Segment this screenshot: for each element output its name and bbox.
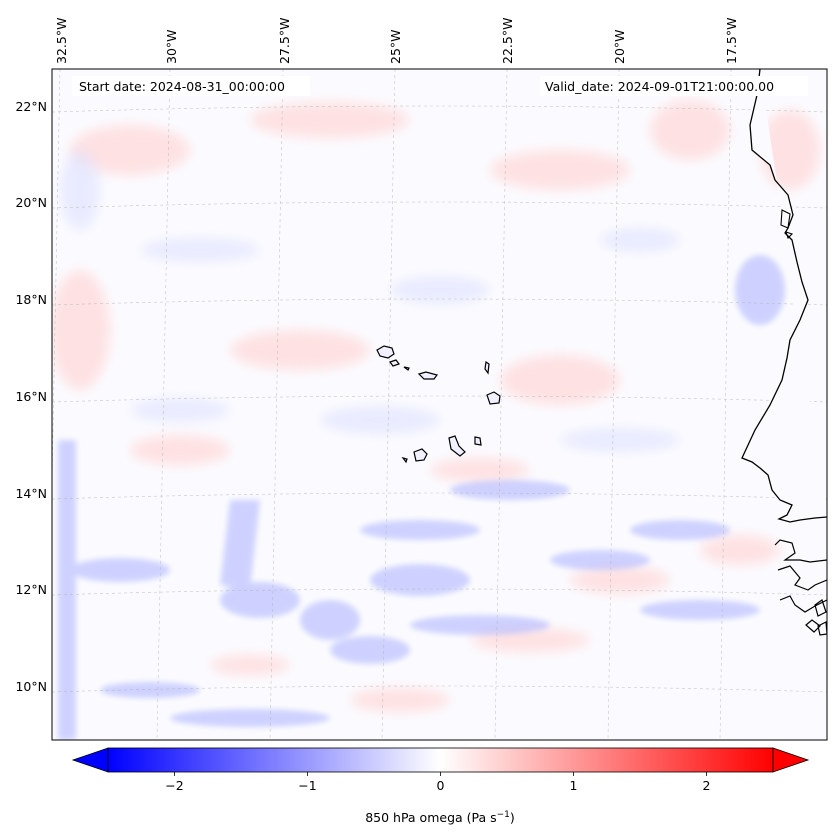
colorbar-tick-label: −2 [165,778,183,793]
lat-label: 18°N [15,292,47,307]
colorbar-tick-label: 0 [437,778,445,793]
valid-date-box [540,76,808,96]
lon-label: 22.5°W [500,18,515,64]
colorbar-label-text: 850 hPa omega (Pa s [365,810,496,825]
colorbar-tick-label: 1 [570,778,578,793]
longitude-labels: 32.5°W 30°W 27.5°W 25°W 22.5°W 20°W 17.5… [54,18,739,64]
lat-label: 22°N [15,99,47,114]
lat-label: 12°N [15,582,47,597]
omega-faint-blue-patches [60,150,680,452]
colorbar-tick-label: −1 [298,778,316,793]
lat-label: 10°N [15,679,47,694]
start-date-label: Start date: 2024-08-31_00:00:00 [79,79,285,94]
latitude-labels: 22°N 20°N 18°N 16°N 14°N 12°N 10°N [15,99,47,694]
map-panel: Start date: 2024-08-31_00:00:00 Valid_da… [52,69,827,740]
lon-label: 17.5°W [724,18,739,64]
colorbar-label-close: ) [510,810,515,825]
colorbar-body [107,747,774,773]
west-africa-coastline [741,69,827,636]
map-frame [51,68,828,741]
start-date-box [72,76,310,96]
omega-positive-patches [52,100,820,712]
valid-date-label: Valid_date: 2024-09-01T21:00:00.00 [545,79,774,94]
lon-label: 30°W [164,29,179,64]
cape-verde-islands [376,345,501,464]
lon-label: 27.5°W [277,18,292,64]
lon-label: 25°W [388,29,403,64]
colorbar-extend-min [71,747,109,773]
lon-label: 32.5°W [54,18,69,64]
lat-label: 16°N [15,389,47,404]
colorbar: −2 −1 0 1 2 850 hPa omega (Pa s−1) [71,747,810,825]
omega-negative-patches [58,255,785,740]
gridlines [52,69,827,740]
lat-label: 14°N [15,486,47,501]
colorbar-label: 850 hPa omega (Pa s−1) [365,810,515,825]
lat-label: 20°N [15,195,47,210]
colorbar-label-exponent: −1 [497,810,510,820]
colorbar-ticks: −2 −1 0 1 2 [165,772,710,793]
colorbar-extend-max [772,747,810,773]
colorbar-tick-label: 2 [703,778,711,793]
lon-label: 20°W [612,29,627,64]
